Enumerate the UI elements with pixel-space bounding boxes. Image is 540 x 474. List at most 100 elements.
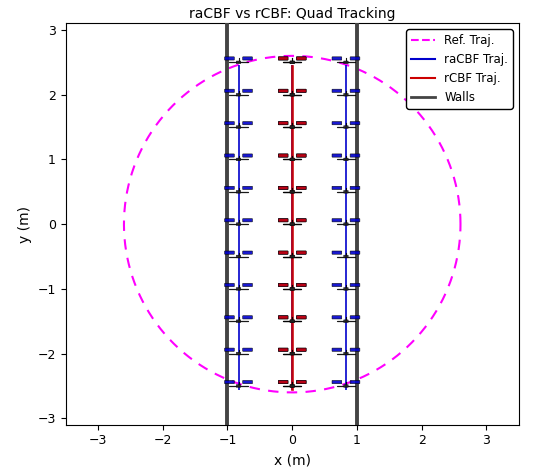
FancyBboxPatch shape bbox=[332, 89, 342, 92]
FancyBboxPatch shape bbox=[296, 348, 306, 351]
FancyBboxPatch shape bbox=[290, 126, 294, 128]
FancyBboxPatch shape bbox=[296, 381, 306, 383]
FancyBboxPatch shape bbox=[278, 251, 288, 254]
FancyBboxPatch shape bbox=[225, 381, 234, 383]
FancyBboxPatch shape bbox=[332, 251, 342, 254]
FancyBboxPatch shape bbox=[242, 381, 252, 383]
FancyBboxPatch shape bbox=[350, 121, 360, 125]
FancyBboxPatch shape bbox=[242, 121, 252, 125]
FancyBboxPatch shape bbox=[350, 219, 360, 222]
FancyBboxPatch shape bbox=[343, 255, 348, 258]
FancyBboxPatch shape bbox=[237, 191, 241, 193]
FancyBboxPatch shape bbox=[296, 251, 306, 254]
FancyBboxPatch shape bbox=[278, 316, 288, 319]
FancyBboxPatch shape bbox=[242, 154, 252, 157]
FancyBboxPatch shape bbox=[278, 89, 288, 92]
FancyBboxPatch shape bbox=[290, 320, 294, 323]
FancyBboxPatch shape bbox=[242, 283, 252, 287]
FancyBboxPatch shape bbox=[343, 93, 348, 96]
FancyBboxPatch shape bbox=[237, 93, 241, 96]
FancyBboxPatch shape bbox=[296, 186, 306, 190]
FancyBboxPatch shape bbox=[225, 283, 234, 287]
FancyBboxPatch shape bbox=[296, 283, 306, 287]
FancyBboxPatch shape bbox=[332, 57, 342, 60]
FancyBboxPatch shape bbox=[350, 283, 360, 287]
FancyBboxPatch shape bbox=[225, 348, 234, 351]
FancyBboxPatch shape bbox=[225, 186, 234, 190]
FancyBboxPatch shape bbox=[290, 61, 294, 64]
FancyBboxPatch shape bbox=[278, 348, 288, 351]
FancyBboxPatch shape bbox=[296, 154, 306, 157]
FancyBboxPatch shape bbox=[237, 384, 241, 387]
FancyBboxPatch shape bbox=[332, 316, 342, 319]
FancyBboxPatch shape bbox=[290, 223, 294, 226]
FancyBboxPatch shape bbox=[296, 283, 306, 287]
FancyBboxPatch shape bbox=[290, 61, 294, 64]
FancyBboxPatch shape bbox=[290, 255, 294, 258]
FancyBboxPatch shape bbox=[343, 191, 348, 193]
FancyBboxPatch shape bbox=[296, 348, 306, 351]
FancyBboxPatch shape bbox=[290, 158, 294, 161]
FancyBboxPatch shape bbox=[296, 219, 306, 222]
FancyBboxPatch shape bbox=[278, 121, 288, 125]
FancyBboxPatch shape bbox=[225, 251, 234, 254]
FancyBboxPatch shape bbox=[332, 121, 342, 125]
FancyBboxPatch shape bbox=[278, 186, 288, 190]
FancyBboxPatch shape bbox=[278, 154, 288, 157]
FancyBboxPatch shape bbox=[290, 288, 294, 290]
FancyBboxPatch shape bbox=[296, 316, 306, 319]
FancyBboxPatch shape bbox=[290, 352, 294, 355]
FancyBboxPatch shape bbox=[225, 316, 234, 319]
FancyBboxPatch shape bbox=[278, 57, 288, 60]
FancyBboxPatch shape bbox=[332, 186, 342, 190]
FancyBboxPatch shape bbox=[290, 384, 294, 387]
FancyBboxPatch shape bbox=[296, 89, 306, 92]
FancyBboxPatch shape bbox=[278, 348, 288, 351]
Legend: Ref. Traj., raCBF Traj., rCBF Traj., Walls: Ref. Traj., raCBF Traj., rCBF Traj., Wal… bbox=[407, 29, 513, 109]
FancyBboxPatch shape bbox=[242, 57, 252, 60]
FancyBboxPatch shape bbox=[350, 57, 360, 60]
FancyBboxPatch shape bbox=[225, 89, 234, 92]
FancyBboxPatch shape bbox=[225, 154, 234, 157]
FancyBboxPatch shape bbox=[296, 154, 306, 157]
FancyBboxPatch shape bbox=[332, 348, 342, 351]
FancyBboxPatch shape bbox=[278, 283, 288, 287]
FancyBboxPatch shape bbox=[237, 288, 241, 290]
FancyBboxPatch shape bbox=[290, 320, 294, 323]
FancyBboxPatch shape bbox=[278, 89, 288, 92]
FancyBboxPatch shape bbox=[290, 255, 294, 258]
FancyBboxPatch shape bbox=[242, 219, 252, 222]
FancyBboxPatch shape bbox=[343, 61, 348, 64]
FancyBboxPatch shape bbox=[296, 121, 306, 125]
FancyBboxPatch shape bbox=[237, 352, 241, 355]
FancyBboxPatch shape bbox=[343, 158, 348, 161]
FancyBboxPatch shape bbox=[343, 352, 348, 355]
FancyBboxPatch shape bbox=[350, 251, 360, 254]
FancyBboxPatch shape bbox=[290, 93, 294, 96]
FancyBboxPatch shape bbox=[296, 186, 306, 190]
FancyBboxPatch shape bbox=[278, 381, 288, 383]
FancyBboxPatch shape bbox=[278, 219, 288, 222]
FancyBboxPatch shape bbox=[343, 288, 348, 290]
FancyBboxPatch shape bbox=[237, 61, 241, 64]
FancyBboxPatch shape bbox=[350, 348, 360, 351]
FancyBboxPatch shape bbox=[343, 126, 348, 128]
FancyBboxPatch shape bbox=[332, 283, 342, 287]
FancyBboxPatch shape bbox=[350, 316, 360, 319]
FancyBboxPatch shape bbox=[225, 121, 234, 125]
FancyBboxPatch shape bbox=[278, 57, 288, 60]
FancyBboxPatch shape bbox=[296, 316, 306, 319]
FancyBboxPatch shape bbox=[296, 57, 306, 60]
FancyBboxPatch shape bbox=[278, 219, 288, 222]
FancyBboxPatch shape bbox=[278, 316, 288, 319]
FancyBboxPatch shape bbox=[343, 384, 348, 387]
FancyBboxPatch shape bbox=[278, 381, 288, 383]
FancyBboxPatch shape bbox=[278, 186, 288, 190]
X-axis label: x (m): x (m) bbox=[274, 453, 310, 467]
FancyBboxPatch shape bbox=[242, 251, 252, 254]
FancyBboxPatch shape bbox=[332, 154, 342, 157]
FancyBboxPatch shape bbox=[242, 89, 252, 92]
FancyBboxPatch shape bbox=[290, 158, 294, 161]
FancyBboxPatch shape bbox=[237, 320, 241, 323]
FancyBboxPatch shape bbox=[290, 223, 294, 226]
